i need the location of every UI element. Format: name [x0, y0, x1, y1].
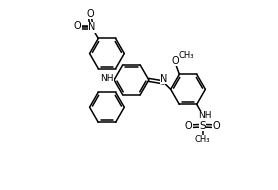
- Text: CH₃: CH₃: [195, 135, 210, 144]
- Text: NH: NH: [198, 111, 211, 120]
- Text: N: N: [160, 74, 168, 84]
- Text: NH: NH: [100, 74, 114, 83]
- Text: N: N: [88, 22, 96, 32]
- Text: CH₃: CH₃: [179, 51, 194, 60]
- Text: O: O: [213, 121, 220, 131]
- Text: S: S: [199, 121, 206, 131]
- Text: O: O: [185, 121, 192, 131]
- Text: O: O: [74, 21, 81, 31]
- Text: O: O: [172, 56, 179, 66]
- Text: O: O: [86, 9, 94, 19]
